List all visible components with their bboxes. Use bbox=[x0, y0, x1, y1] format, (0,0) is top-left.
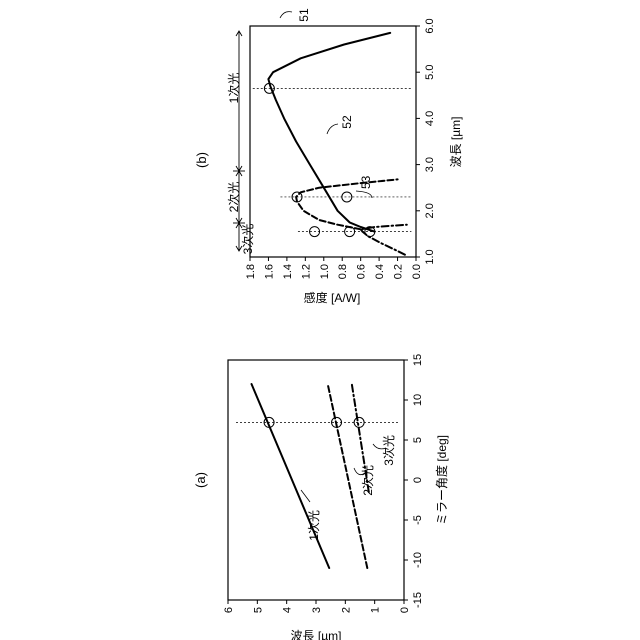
chart-panel-a: (a) -15 -10 -5 0 5 10 15 0 1 2 3 4 5 6 1次光 2次光 3次光 ミ… bbox=[193, 354, 449, 640]
panel-a-plot-frame bbox=[228, 360, 404, 600]
a-x-tick-label: 10 bbox=[412, 394, 424, 406]
a-y-tick-label: 4 bbox=[282, 607, 294, 613]
leader-1st-a bbox=[301, 490, 310, 502]
series-label-51: 51 bbox=[297, 8, 311, 22]
panel-a-y-ticks: 0 1 2 3 4 5 6 bbox=[223, 600, 411, 613]
b-y-tick-label: 0.2 bbox=[393, 264, 405, 279]
b-series-line-1 bbox=[296, 179, 398, 229]
panel-b-series bbox=[268, 33, 406, 255]
b-x-tick-label: 3.0 bbox=[424, 157, 436, 172]
a-x-tick-label: -5 bbox=[412, 515, 424, 525]
a-x-tick-label: -10 bbox=[412, 552, 424, 568]
b-x-tick-label: 1.0 bbox=[424, 249, 436, 264]
a-y-tick-label: 2 bbox=[340, 607, 352, 613]
panel-a-label: (a) bbox=[193, 472, 208, 488]
a-y-tick-label: 5 bbox=[252, 607, 264, 613]
series-label-2nd-a: 2次光 bbox=[361, 465, 375, 496]
panel-b-plot-frame bbox=[250, 26, 416, 257]
series-label-52: 52 bbox=[340, 115, 354, 129]
series-label-53: 53 bbox=[359, 175, 373, 189]
b-y-tick-label: 1.2 bbox=[300, 264, 312, 279]
panel-b-y-axis-title: 感度 [A/W] bbox=[304, 290, 361, 305]
panel-b-reference-lines bbox=[253, 88, 412, 231]
panel-b-x-ticks: 1.0 2.0 3.0 4.0 5.0 6.0 bbox=[416, 18, 436, 264]
a-y-tick-label: 3 bbox=[311, 607, 323, 613]
series-label-3rd-a: 3次光 bbox=[382, 435, 396, 466]
band-arrows bbox=[233, 31, 245, 251]
a-x-tick-label: 0 bbox=[412, 477, 424, 483]
leader-51 bbox=[280, 12, 292, 18]
b-y-tick-label: 0.4 bbox=[374, 264, 386, 279]
a-x-tick-label: 15 bbox=[412, 354, 424, 366]
b-y-tick-label: 0.6 bbox=[356, 264, 368, 279]
b-x-tick-label: 2.0 bbox=[424, 203, 436, 218]
b-x-tick-label: 6.0 bbox=[424, 18, 436, 33]
panel-b-label: (b) bbox=[194, 152, 209, 168]
a-x-tick-label: 5 bbox=[412, 437, 424, 443]
band-label-3rd: 3次光 bbox=[241, 224, 255, 255]
panel-a-x-axis-title: ミラー角度 [deg] bbox=[434, 435, 449, 525]
series-label-1st-a: 1次光 bbox=[307, 510, 321, 541]
band-label-1st-text: 1次光 bbox=[227, 73, 241, 104]
a-marker-circle bbox=[354, 417, 364, 427]
b-y-tick-label: 0.8 bbox=[337, 264, 349, 279]
a-y-tick-label: 0 bbox=[399, 607, 411, 613]
leader-52 bbox=[327, 124, 338, 134]
panel-b-markers bbox=[264, 83, 375, 236]
panel-a-y-axis-title: 波長 [µm] bbox=[291, 629, 342, 640]
b-y-tick-label: 1.8 bbox=[245, 264, 257, 279]
b-y-tick-label: 1.4 bbox=[282, 264, 294, 279]
b-y-tick-label: 0.0 bbox=[411, 264, 423, 279]
a-y-tick-label: 1 bbox=[370, 607, 382, 613]
a-x-tick-label: -15 bbox=[412, 592, 424, 608]
b-y-tick-label: 1.6 bbox=[263, 264, 275, 279]
panel-b-y-ticks: 0.0 0.2 0.4 0.6 0.8 1.0 1.2 1.4 1.6 1.8 bbox=[245, 257, 423, 279]
b-series-line-0 bbox=[268, 33, 390, 232]
a-y-tick-label: 6 bbox=[223, 607, 235, 613]
b-x-tick-label: 4.0 bbox=[424, 111, 436, 126]
panel-b-x-axis-title: 波長 [µm] bbox=[449, 117, 463, 168]
b-x-tick-label: 5.0 bbox=[424, 65, 436, 80]
band-label-2nd: 2次光 bbox=[227, 182, 241, 213]
b-y-tick-label: 1.0 bbox=[319, 264, 331, 279]
panel-a-x-ticks: -15 -10 -5 0 5 10 15 bbox=[404, 354, 424, 608]
chart-panel-b: (b) 1.0 2.0 3.0 4.0 5.0 6.0 0.0 0.2 0.4 0.6 0.8 1.… bbox=[194, 8, 463, 305]
